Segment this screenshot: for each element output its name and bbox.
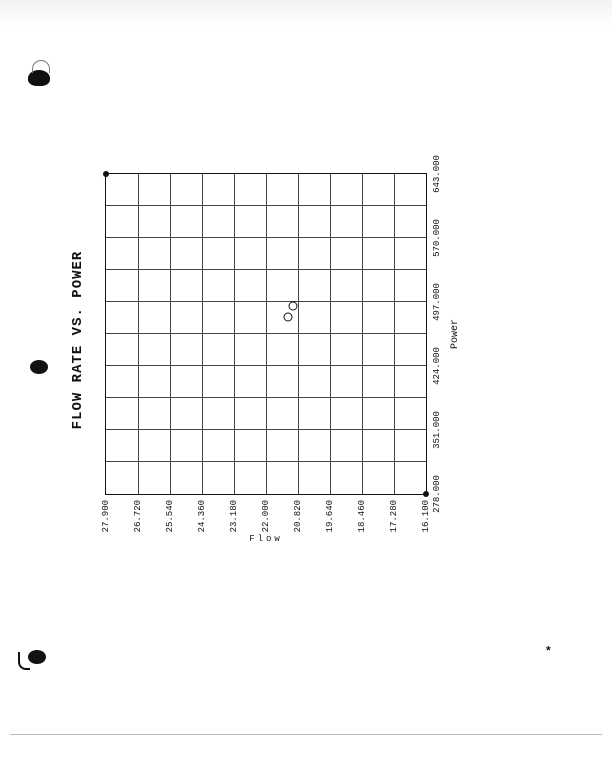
x-tick-label: 424.000 xyxy=(432,347,442,385)
gridline-horizontal xyxy=(234,174,235,494)
page-shadow-top xyxy=(0,0,612,28)
x-axis-label: Power xyxy=(450,174,461,494)
gridline-horizontal xyxy=(362,174,363,494)
plot-area: Power Flow 27.90026.72025.54024.36023.18… xyxy=(105,173,427,495)
data-point xyxy=(289,302,298,311)
y-tick-label: 25.540 xyxy=(165,500,175,532)
data-point xyxy=(423,491,429,497)
chart-container: FLOW RATE VS. POWER Power Flow 27.90026.… xyxy=(100,130,520,550)
gridline-horizontal xyxy=(266,174,267,494)
x-tick-label: 570.000 xyxy=(432,219,442,257)
x-tick-label: 351.000 xyxy=(432,411,442,449)
y-axis-label: Flow xyxy=(249,534,283,544)
y-tick-label: 24.360 xyxy=(197,500,207,532)
footnote-mark: * xyxy=(545,645,552,659)
page-shadow-bottom xyxy=(0,709,612,779)
binder-hole-artifact xyxy=(30,360,48,374)
y-tick-label: 22.000 xyxy=(261,500,271,532)
y-tick-label: 26.720 xyxy=(133,500,143,532)
binder-clip-artifact xyxy=(18,652,30,670)
data-point xyxy=(283,312,292,321)
chart-title: FLOW RATE VS. POWER xyxy=(70,130,86,550)
gridline-horizontal xyxy=(138,174,139,494)
y-tick-label: 19.640 xyxy=(325,500,335,532)
y-tick-label: 20.820 xyxy=(293,500,303,532)
gridline-horizontal xyxy=(330,174,331,494)
x-tick-label: 497.000 xyxy=(432,283,442,321)
binder-hole-artifact xyxy=(28,70,50,86)
data-point xyxy=(103,171,109,177)
gridline-horizontal xyxy=(202,174,203,494)
y-tick-label: 17.280 xyxy=(389,500,399,532)
gridline-horizontal xyxy=(170,174,171,494)
x-tick-label: 643.000 xyxy=(432,155,442,193)
y-tick-label: 18.460 xyxy=(357,500,367,532)
y-tick-label: 27.900 xyxy=(101,500,111,532)
y-tick-label: 16.100 xyxy=(421,500,431,532)
y-tick-label: 23.180 xyxy=(229,500,239,532)
binder-hole-artifact xyxy=(28,650,46,664)
page-bottom-rule xyxy=(10,734,602,735)
gridline-horizontal xyxy=(394,174,395,494)
gridline-horizontal xyxy=(298,174,299,494)
x-tick-label: 278.000 xyxy=(432,475,442,513)
